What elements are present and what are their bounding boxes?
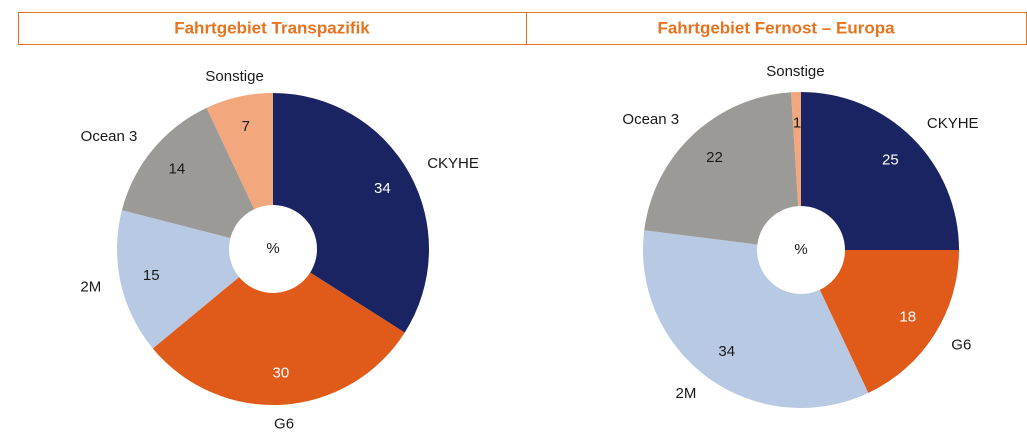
value-label: 22 xyxy=(706,149,723,166)
pie-slice xyxy=(644,92,801,251)
category-label: CKYHE xyxy=(427,155,479,172)
pie-slice xyxy=(273,93,429,333)
category-label: Sonstige xyxy=(766,63,824,80)
donut-hole xyxy=(757,206,845,294)
value-label: 18 xyxy=(899,309,916,326)
category-label: 2M xyxy=(676,385,697,402)
pie-slice xyxy=(801,92,959,250)
pie-slice xyxy=(801,250,959,393)
value-label: 14 xyxy=(168,160,185,177)
pie-slice xyxy=(152,249,405,406)
value-label: 15 xyxy=(143,267,160,284)
center-label: % xyxy=(266,240,279,257)
center-label: % xyxy=(794,241,807,258)
value-label: 30 xyxy=(272,365,289,382)
pie-slice xyxy=(121,107,273,249)
category-label: Sonstige xyxy=(205,68,263,85)
chart-title: Fahrtgebiet Transpazifik xyxy=(174,18,370,37)
value-label: 1 xyxy=(793,115,801,132)
value-label: 25 xyxy=(882,152,899,169)
category-label: CKYHE xyxy=(927,115,979,132)
category-label: G6 xyxy=(274,416,294,433)
category-label: G6 xyxy=(951,336,971,353)
category-label: Ocean 3 xyxy=(622,111,679,128)
value-label: 34 xyxy=(718,343,735,360)
donut-hole xyxy=(229,205,317,293)
category-label: Ocean 3 xyxy=(81,128,138,145)
value-label: 34 xyxy=(374,180,391,197)
value-label: 7 xyxy=(242,118,250,135)
category-label: 2M xyxy=(80,278,101,295)
chart-title: Fahrtgebiet Fernost – Europa xyxy=(657,18,895,37)
